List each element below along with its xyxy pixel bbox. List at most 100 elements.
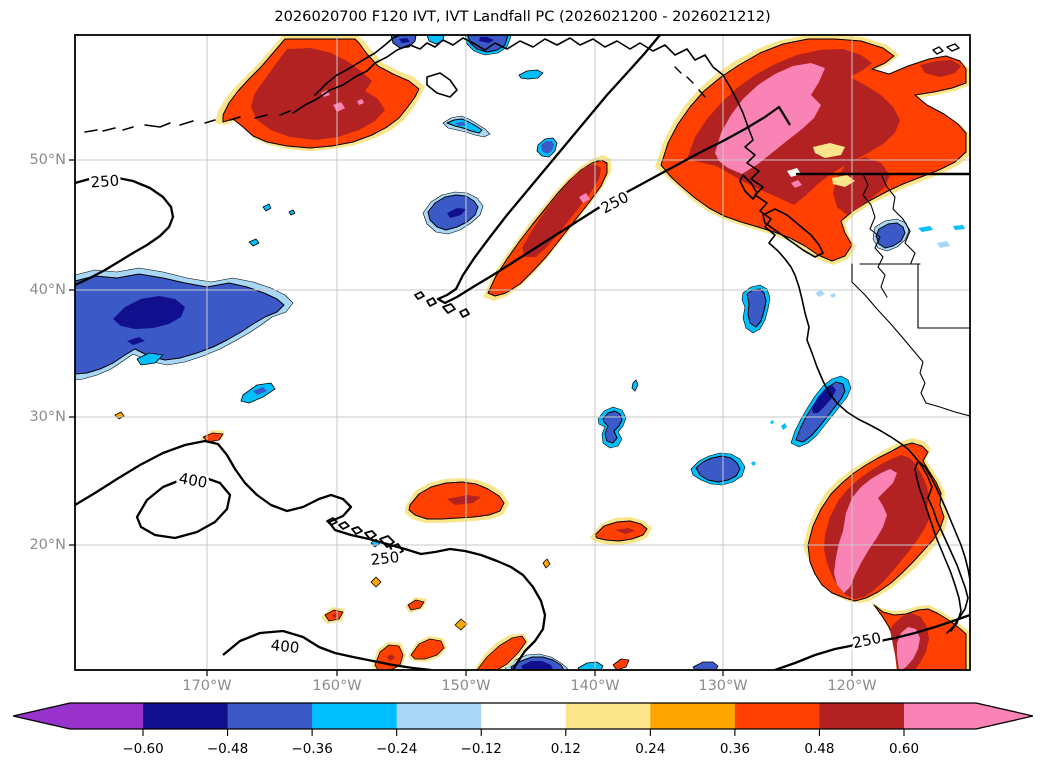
ivt-contour-line [75, 439, 547, 670]
coastline [204, 119, 216, 124]
lon-tick-label: 140°W [570, 678, 620, 694]
coastline [84, 129, 98, 133]
contour-fill-small-negative-b [541, 141, 554, 154]
ivt-contour-line [436, 35, 791, 305]
contour-fill-baja-positive [834, 469, 897, 593]
contour-fill-small-cyans [136, 352, 164, 366]
contour-fill-bc-positive [833, 157, 890, 215]
contour-fill-bottom-edge-negative [521, 661, 553, 670]
coastline [880, 173, 916, 264]
coastline [946, 43, 960, 52]
lat-tick-label: 40°N [29, 282, 66, 298]
contour-fill-hook-negative [602, 410, 623, 444]
colorbar-segment [227, 703, 313, 729]
contour-fill-aleutian-positive [357, 99, 364, 105]
coastline [674, 66, 682, 74]
contour-fill-small-cyans [262, 203, 272, 212]
colorbar-svg: −0.60 −0.48 −0.36 −0.24 −0.12 0.12 0.24 0.36 0.4… [12, 702, 1034, 757]
contour-fill-mid-negative-f [751, 461, 756, 466]
colorbar-tick-label: 0.48 [804, 741, 834, 757]
contour-label: 250 [90, 172, 120, 192]
coastline [426, 297, 437, 307]
contour-fill-left-mega-negative [75, 273, 285, 375]
contour-fill-idaho-negative [937, 241, 950, 248]
contour-fill-bc-positive [920, 60, 961, 77]
contour-fill-top-edge-negative-a [399, 38, 410, 43]
coastline [414, 291, 425, 300]
coastline [442, 303, 456, 314]
coastline [314, 35, 401, 96]
coastline [229, 116, 241, 121]
coastline [364, 530, 377, 540]
colorbar-tick-label: −0.24 [376, 741, 417, 757]
coastline [851, 263, 927, 404]
contour-fill-cyan-dash-e [631, 379, 639, 392]
contour-fill-central-band-positive [522, 164, 601, 257]
map-canvas: 250 250 400 250 400 250 [65, 33, 978, 686]
colorbar: −0.60 −0.48 −0.36 −0.24 −0.12 0.12 0.24 0.36 0.4… [12, 701, 1034, 765]
contour-fill-misc-oranges [454, 618, 468, 631]
contour-fill-misc-oranges [542, 558, 551, 569]
lon-tick-label: 150°W [441, 678, 491, 694]
contour-fill-small-orange-b [615, 528, 635, 534]
lon-tick-label: 160°W [312, 678, 362, 694]
coastline [338, 521, 350, 530]
coastline [932, 46, 944, 55]
contour-fill-misc-oranges [410, 638, 445, 660]
colorbar-segment [650, 703, 736, 729]
contour-fill-bc-positive [813, 143, 845, 158]
contour-fill-aleutian-positive [333, 102, 345, 112]
contour-fill-aleutian-positive [251, 48, 385, 140]
colorbar-tick-label: −0.60 [122, 741, 163, 757]
colorbar-segment [734, 703, 820, 729]
ivt-contour-line [135, 475, 232, 540]
contour-fill-top-edge-negative-c [479, 37, 494, 43]
contour-fill-small-cyans [253, 387, 267, 395]
contour-fill-bottom-edge-negative [692, 661, 719, 670]
contour-fill-baja-south-positive [897, 627, 920, 670]
lat-tick-label: 30°N [29, 409, 66, 425]
contour-fill-ca-offshore-negative [770, 420, 774, 424]
contour-fill-bc-positive [715, 63, 825, 174]
colorbar-under-arrow [13, 703, 143, 729]
colorbar-tick-label: 0.36 [720, 741, 750, 757]
coastline [279, 110, 291, 116]
contour-fill-left-mega-negative [127, 337, 145, 345]
colorbar-segment [143, 703, 229, 729]
contour-fill-idaho-negative [918, 226, 933, 232]
coastline [292, 37, 474, 114]
contour-fill-norcal-negative [830, 293, 836, 298]
coastline [914, 460, 970, 632]
colorbar-tick-label: 0.12 [551, 741, 581, 757]
coastline [862, 173, 888, 298]
contour-fill-idaho-negative [953, 225, 965, 230]
contour-fill-norcal-negative [815, 290, 825, 297]
colorbar-segment [819, 703, 905, 729]
contour-fill-norcal-negative [746, 288, 767, 328]
colorbar-over-arrow [904, 703, 1033, 729]
contour-fill-elong-negative-d [446, 118, 483, 134]
coastline [698, 89, 706, 98]
coastline [179, 120, 194, 126]
contour-fill-central-band-positive [579, 193, 590, 203]
colorbar-tick-label: −0.48 [207, 741, 248, 757]
coastline [739, 174, 758, 200]
coastline [472, 37, 969, 634]
contour-fill-small-cyans [288, 209, 296, 216]
colorbar-segment [396, 703, 482, 729]
coastline [426, 72, 458, 98]
colorbar-segment [312, 703, 398, 729]
contour-fill-cyan-dash-c [518, 69, 544, 80]
coastline [102, 127, 116, 132]
colorbar-tick-label: −0.36 [291, 741, 332, 757]
contour-fill-left-mega-negative [113, 296, 185, 329]
coastline [122, 126, 134, 131]
contour-fill-bc-positive [832, 175, 855, 187]
lon-tick-label: 130°W [698, 678, 748, 694]
contour-fill-bc-positive [791, 180, 802, 188]
contour-fill-small-orange-a [447, 495, 481, 505]
lat-tick-label: 20°N [29, 537, 66, 553]
contour-fill-bottom-edge-negative [577, 661, 604, 670]
